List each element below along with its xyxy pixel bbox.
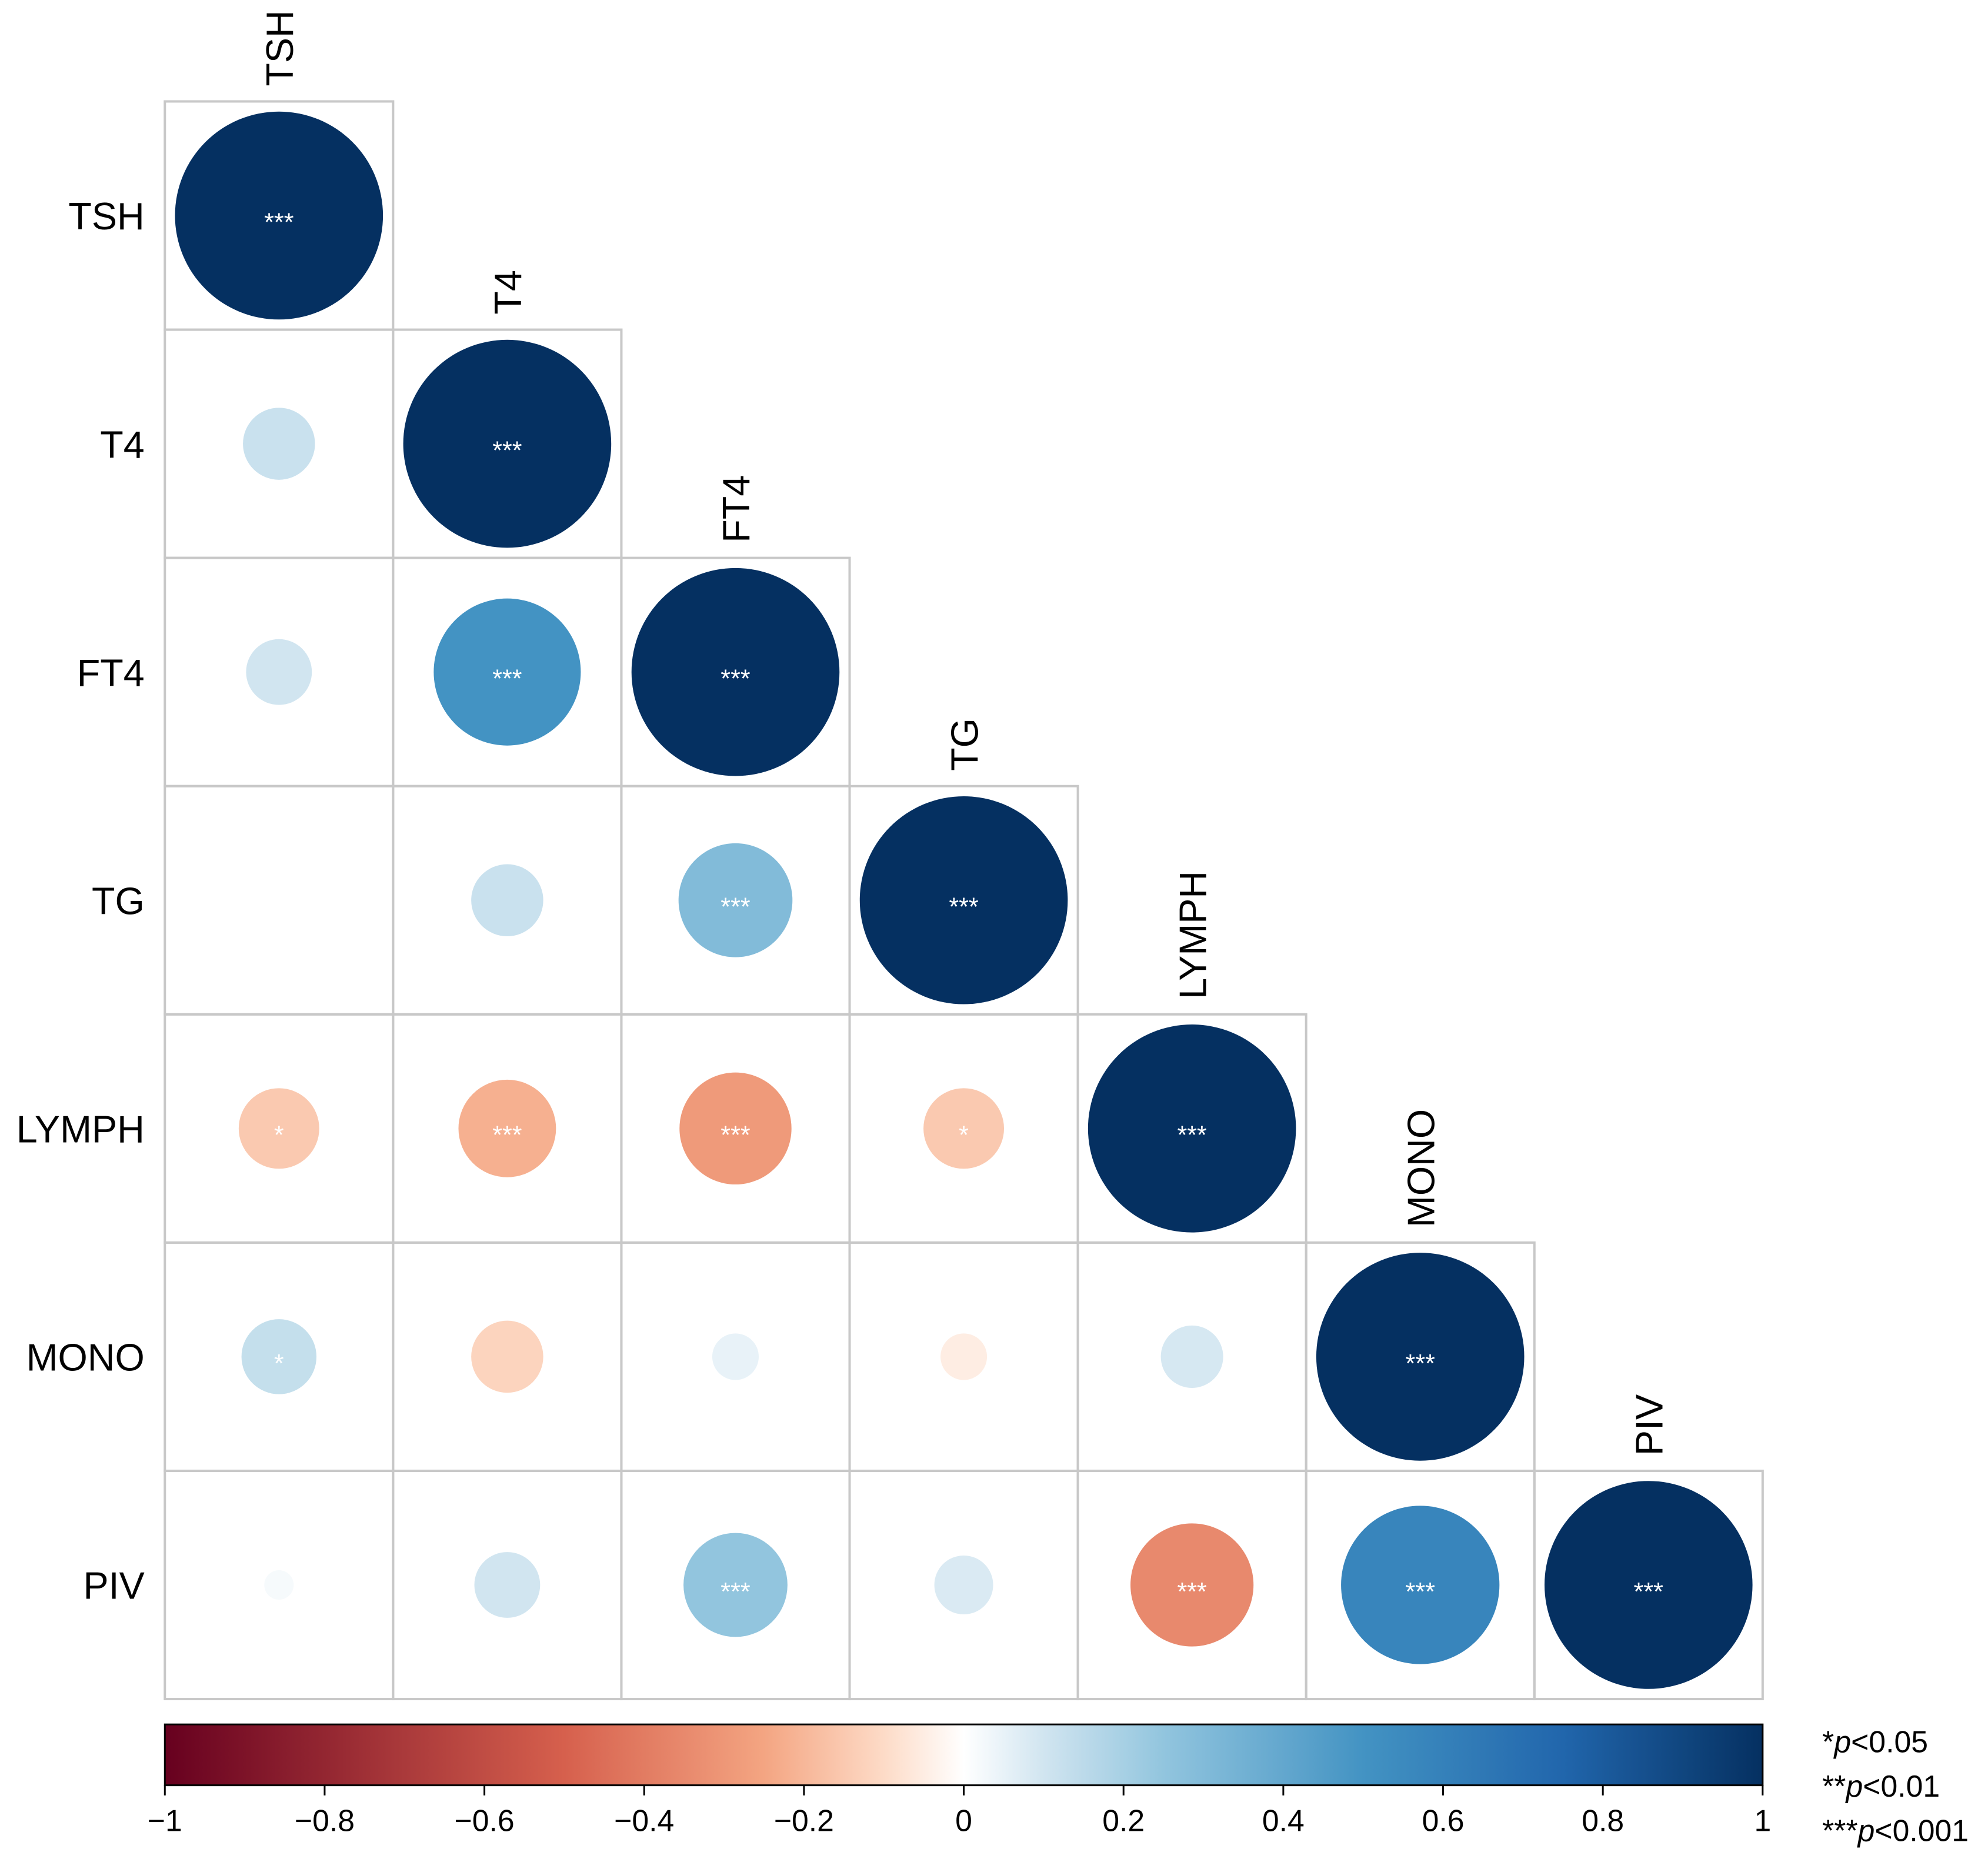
significance-mark: ***	[949, 893, 979, 922]
circle-lymph-tsh	[238, 1088, 319, 1169]
circle-mono-t4	[471, 1320, 543, 1393]
colorbar-tick-label: 0.4	[1262, 1803, 1305, 1837]
colorbar-tick-label: 1	[1754, 1803, 1771, 1837]
column-label-mono: MONO	[1399, 1109, 1442, 1227]
correlation-circles: ********* ****** **** *** *** * **** ****** *** *…	[175, 111, 1753, 1689]
circle-lymph-lymph	[1088, 1024, 1296, 1233]
row-label-tg: TG	[92, 879, 145, 922]
significance-mark: ***	[492, 1122, 522, 1150]
circle-lymph-tg	[923, 1088, 1005, 1169]
circle-tg-ft4	[678, 843, 793, 957]
significance-mark: ***	[1177, 1122, 1207, 1150]
circle-piv-tsh	[264, 1570, 294, 1600]
colorbar-tick-label: −0.6	[455, 1803, 515, 1837]
circle-piv-ft4	[683, 1533, 788, 1637]
circle-mono-tg	[940, 1333, 988, 1380]
colorbar-tick-label: −0.2	[774, 1803, 834, 1837]
cell-tg-tsh	[164, 785, 395, 1016]
legend-entry: **p<0.01	[1822, 1769, 1940, 1803]
colorbar-tick-label: 0.6	[1422, 1803, 1465, 1837]
circle-piv-lymph	[1130, 1523, 1254, 1647]
circle-mono-mono	[1316, 1253, 1525, 1461]
row-label-lymph: LYMPH	[16, 1108, 145, 1151]
row-label-t4: T4	[100, 423, 144, 466]
significance-mark: ***	[1634, 1578, 1664, 1606]
colorbar-tick-label: 0.2	[1102, 1803, 1145, 1837]
circle-tg-t4	[471, 864, 543, 937]
circle-lymph-ft4	[679, 1072, 792, 1185]
significance-mark: *	[274, 1122, 284, 1150]
circle-piv-tg	[934, 1555, 993, 1615]
column-label-tg: TG	[943, 718, 986, 771]
significance-mark: *	[274, 1350, 284, 1378]
colorbar-gradient	[164, 1723, 1764, 1787]
circle-ft4-ft4	[631, 568, 840, 776]
circle-piv-mono	[1341, 1506, 1500, 1664]
circle-lymph-t4	[458, 1079, 556, 1177]
colorbar-tick-label: −0.4	[614, 1803, 674, 1837]
significance-mark: ***	[264, 208, 294, 236]
significance-mark: *	[959, 1122, 969, 1150]
significance-mark: ***	[721, 1578, 750, 1606]
column-label-tsh: TSH	[258, 10, 301, 86]
circle-piv-t4	[474, 1552, 541, 1618]
cell-piv-piv	[1533, 1469, 1764, 1701]
significance-mark: ***	[1406, 1578, 1436, 1606]
circle-mono-ft4	[712, 1333, 759, 1380]
column-label-ft4: FT4	[715, 475, 758, 543]
significance-mark: ***	[492, 665, 522, 693]
colorbar-tick-label: −0.8	[295, 1803, 355, 1837]
colorbar: −1 −0.8 −0.6 −0.4 −0.2 0 0.2 0.4 0.6 0.8 1	[148, 1723, 1771, 1837]
row-label-mono: MONO	[26, 1336, 145, 1379]
circle-ft4-tsh	[246, 639, 312, 705]
row-label-tsh: TSH	[68, 195, 144, 238]
circle-mono-tsh	[241, 1319, 317, 1394]
colorbar-tick-label: 0	[955, 1803, 972, 1837]
significance-mark: ***	[1177, 1578, 1207, 1606]
circle-tsh-tsh	[175, 111, 383, 320]
axis-labels: TSH TSH T4 T4 FT4 FT4 TG TG LYMPH LYMPH MONO MONO PI…	[16, 10, 1671, 1607]
significance-mark: ***	[721, 1122, 750, 1150]
significance-mark: ***	[721, 893, 750, 922]
row-label-piv: PIV	[84, 1564, 145, 1607]
column-label-lymph: LYMPH	[1171, 871, 1214, 999]
colorbar-tick-label: 0.8	[1582, 1803, 1624, 1837]
circle-t4-tsh	[243, 408, 315, 480]
significance-legend: *p<0.05 **p<0.01 ***p<0.001	[1822, 1725, 1969, 1848]
circle-t4-t4	[403, 339, 612, 548]
significance-mark: ***	[492, 436, 522, 465]
circle-piv-piv	[1545, 1481, 1753, 1689]
significance-mark: ***	[721, 665, 750, 693]
legend-entry: *p<0.05	[1822, 1725, 1928, 1759]
legend-entry: ***p<0.001	[1822, 1814, 1969, 1848]
correlation-grid	[164, 100, 1764, 1701]
significance-mark: ***	[1406, 1350, 1436, 1378]
circle-mono-lymph	[1160, 1325, 1223, 1388]
colorbar-tick-label: −1	[148, 1803, 182, 1837]
column-label-t4: T4	[486, 270, 529, 314]
circle-tg-tg	[859, 796, 1068, 1004]
circle-ft4-t4	[433, 598, 581, 746]
row-label-ft4: FT4	[77, 651, 145, 694]
column-label-piv: PIV	[1628, 1394, 1671, 1456]
